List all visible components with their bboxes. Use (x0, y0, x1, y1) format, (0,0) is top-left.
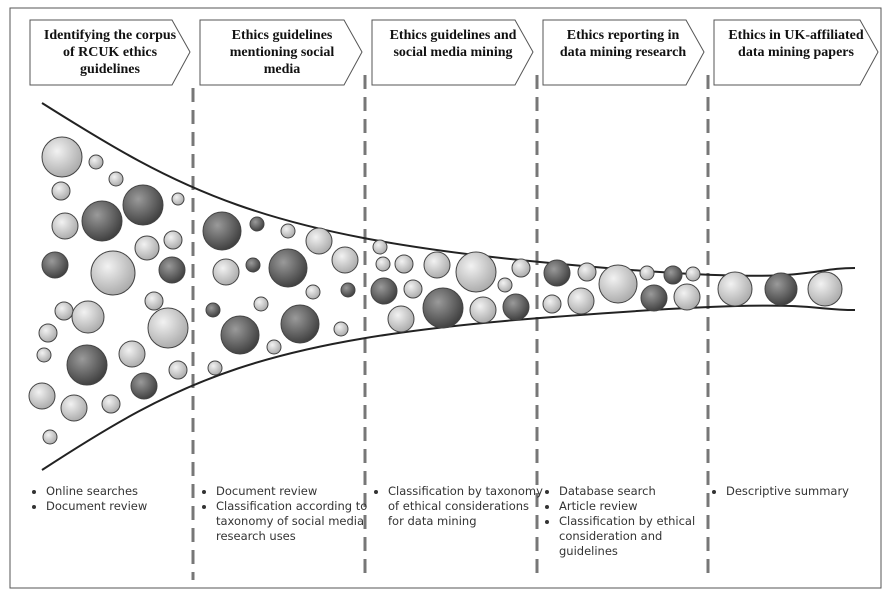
circle (598, 264, 638, 304)
circle (249, 216, 265, 232)
circle (268, 248, 308, 288)
circles (28, 136, 843, 445)
circle (375, 256, 391, 272)
circle (36, 347, 52, 363)
circle (163, 230, 183, 250)
stage-bullets: Document reviewClassification according … (202, 484, 376, 544)
stage-bullets: Database searchArticle reviewClassificat… (545, 484, 719, 559)
circle (807, 271, 843, 307)
bullet: Document review (216, 484, 376, 499)
circle (422, 287, 464, 329)
stage-title: Ethics guidelines and social media minin… (389, 28, 517, 60)
circle (245, 257, 261, 273)
circle (41, 136, 83, 178)
circle (207, 360, 223, 376)
circle (54, 301, 74, 321)
circle (340, 282, 356, 298)
circle (66, 344, 108, 386)
circle (28, 382, 56, 410)
circle (280, 223, 296, 239)
circle (305, 227, 333, 255)
circle (577, 262, 597, 282)
circle (511, 258, 531, 278)
bullet: Classification by taxonomy of ethical co… (388, 484, 548, 529)
stage-bullets: Descriptive summary (712, 484, 886, 499)
bullet: Online searches (46, 484, 206, 499)
circle (640, 284, 668, 312)
funnel (41, 102, 856, 471)
circle (51, 181, 71, 201)
circle (280, 304, 320, 344)
circle (673, 283, 701, 311)
circle (71, 300, 105, 334)
circle (639, 265, 655, 281)
circle (567, 287, 595, 315)
circle (38, 323, 58, 343)
circle (685, 266, 701, 282)
circle (158, 256, 186, 284)
circle (122, 184, 164, 226)
circle (663, 265, 683, 285)
circle (220, 315, 260, 355)
circle (81, 200, 123, 242)
circle (372, 239, 388, 255)
bullet: Descriptive summary (726, 484, 886, 499)
circle (423, 251, 451, 279)
bullet: Classification by ethical consideration … (559, 514, 719, 559)
bullet: Classification according to taxonomy of … (216, 499, 376, 544)
circle (51, 212, 79, 240)
circle (41, 251, 69, 279)
circle (130, 372, 158, 400)
circle (370, 277, 398, 305)
circle (333, 321, 349, 337)
circle (171, 192, 185, 206)
chevrons (29, 19, 879, 86)
circle (108, 171, 124, 187)
circle (717, 271, 753, 307)
circle (543, 259, 571, 287)
circle (144, 291, 164, 311)
circle (212, 258, 240, 286)
bullet: Database search (559, 484, 719, 499)
circle (305, 284, 321, 300)
circle (118, 340, 146, 368)
circle (147, 307, 189, 349)
bullet: Article review (559, 499, 719, 514)
circle (387, 305, 415, 333)
stage-title: Ethics reporting in data mining research (559, 28, 687, 60)
stage-title: Identifying the corpus of RCUK ethics gu… (43, 28, 177, 77)
circle (469, 296, 497, 324)
circle (88, 154, 104, 170)
circle (60, 394, 88, 422)
circle (502, 293, 530, 321)
circle (403, 279, 423, 299)
circle (202, 211, 242, 251)
circle (497, 277, 513, 293)
circle (542, 294, 562, 314)
stage-title: Ethics guidelines mentioning social medi… (229, 28, 335, 77)
circle (394, 254, 414, 274)
circle (168, 360, 188, 380)
circle (134, 235, 160, 261)
circle (42, 429, 58, 445)
circle (101, 394, 121, 414)
circle (266, 339, 282, 355)
dividers (191, 75, 710, 580)
frame (9, 7, 882, 589)
circle (253, 296, 269, 312)
stage-bullets: Classification by taxonomy of ethical co… (374, 484, 548, 529)
circle (90, 250, 136, 296)
stage-bullets: Online searchesDocument review (32, 484, 206, 514)
circle (205, 302, 221, 318)
circle (455, 251, 497, 293)
circle (331, 246, 359, 274)
bullet: Document review (46, 499, 206, 514)
circle (764, 272, 798, 306)
stage-title: Ethics in UK-affiliated data mining pape… (728, 28, 864, 60)
